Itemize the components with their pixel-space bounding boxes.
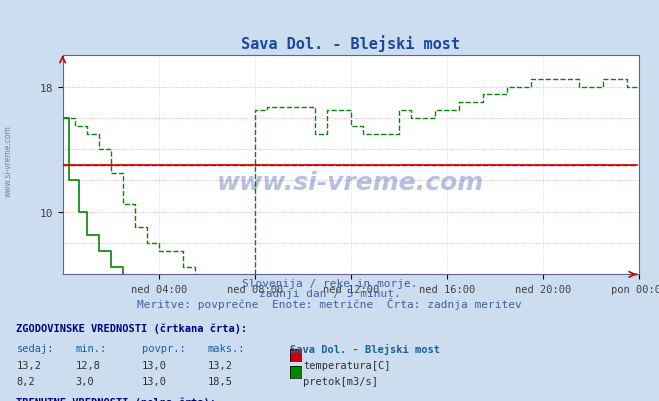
- Text: povpr.:: povpr.:: [142, 343, 185, 353]
- Text: sedaj:: sedaj:: [16, 343, 54, 353]
- Text: 12,8: 12,8: [76, 360, 101, 370]
- Text: temperatura[C]: temperatura[C]: [303, 360, 391, 370]
- Text: Sava Dol. - Blejski most: Sava Dol. - Blejski most: [290, 343, 440, 354]
- Text: 3,0: 3,0: [76, 377, 94, 387]
- Text: 13,2: 13,2: [16, 360, 42, 370]
- Text: 8,2: 8,2: [16, 377, 35, 387]
- Text: 13,0: 13,0: [142, 377, 167, 387]
- Text: 13,0: 13,0: [142, 360, 167, 370]
- Text: maks.:: maks.:: [208, 343, 245, 353]
- Text: min.:: min.:: [76, 343, 107, 353]
- Text: zadnji dan / 5 minut.: zadnji dan / 5 minut.: [258, 289, 401, 299]
- Text: pretok[m3/s]: pretok[m3/s]: [303, 377, 378, 387]
- Text: 18,5: 18,5: [208, 377, 233, 387]
- Text: www.si-vreme.com: www.si-vreme.com: [3, 125, 13, 196]
- Text: TRENUTNE VREDNOSTI (polna črta):: TRENUTNE VREDNOSTI (polna črta):: [16, 397, 216, 401]
- Text: ZGODOVINSKE VREDNOSTI (črtkana črta):: ZGODOVINSKE VREDNOSTI (črtkana črta):: [16, 323, 248, 333]
- Text: www.si-vreme.com: www.si-vreme.com: [217, 171, 484, 195]
- Text: 13,2: 13,2: [208, 360, 233, 370]
- Text: Slovenija / reke in morje.: Slovenija / reke in morje.: [242, 279, 417, 289]
- Text: Meritve: povprečne  Enote: metrične  Črta: zadnja meritev: Meritve: povprečne Enote: metrične Črta:…: [137, 297, 522, 309]
- Title: Sava Dol. - Blejski most: Sava Dol. - Blejski most: [241, 35, 461, 52]
